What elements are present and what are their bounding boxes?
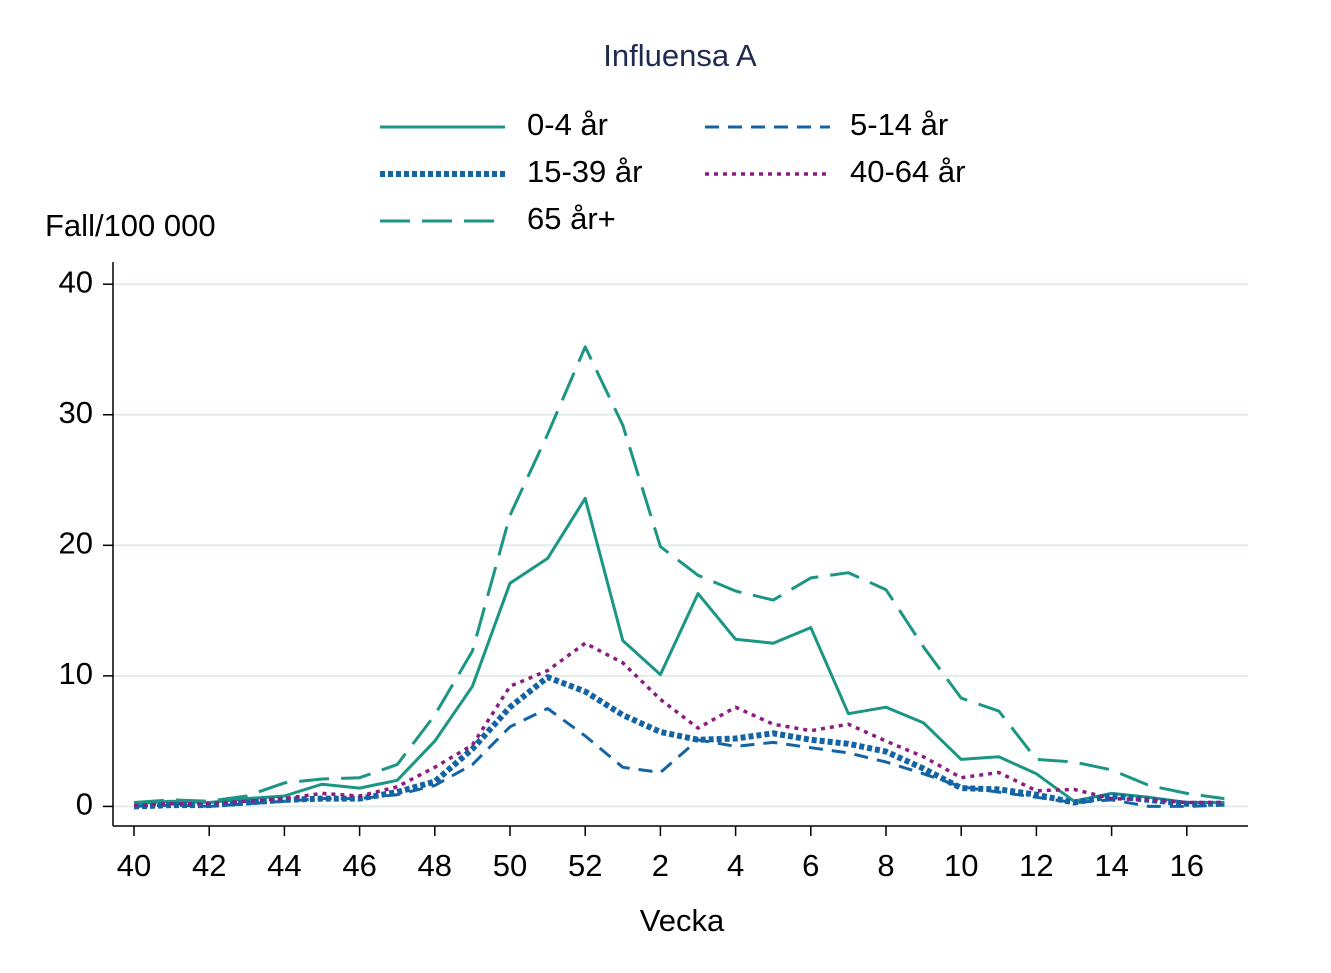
x-tick-label: 50: [493, 848, 527, 883]
x-tick-label: 12: [1019, 848, 1053, 883]
x-tick-label: 42: [192, 848, 226, 883]
x-tick-label: 46: [342, 848, 376, 883]
x-tick-label: 10: [944, 848, 978, 883]
x-tick-label: 4: [727, 848, 744, 883]
series-line: [133, 345, 1225, 804]
y-tick-label: 0: [76, 787, 93, 822]
series-line: [133, 496, 1225, 806]
legend-label: 5-14 år: [850, 107, 948, 142]
x-tick-label: 44: [267, 848, 301, 883]
x-axis-label: Vecka: [640, 903, 725, 938]
x-tick-label: 8: [877, 848, 894, 883]
legend-label: 65 år+: [527, 201, 616, 236]
y-tick-label: 10: [59, 656, 93, 691]
series-line: [133, 641, 1225, 807]
x-tick-label: 48: [418, 848, 452, 883]
legend-label: 0-4 år: [527, 107, 608, 142]
legend-label: 15-39 år: [527, 154, 642, 189]
x-tick-label: 14: [1094, 848, 1128, 883]
series-line: [133, 674, 1225, 810]
y-axis-label: Fall/100 000: [45, 208, 216, 243]
x-tick-label: 40: [117, 848, 151, 883]
x-tick-label: 16: [1170, 848, 1204, 883]
x-tick-label: 6: [802, 848, 819, 883]
x-tick-label: 2: [652, 848, 669, 883]
y-tick-label: 30: [59, 395, 93, 430]
chart-title: Influensa A: [603, 38, 757, 73]
legend-label: 40-64 år: [850, 154, 965, 189]
y-tick-label: 40: [59, 264, 93, 299]
x-tick-label: 52: [568, 848, 602, 883]
y-tick-label: 20: [59, 525, 93, 560]
